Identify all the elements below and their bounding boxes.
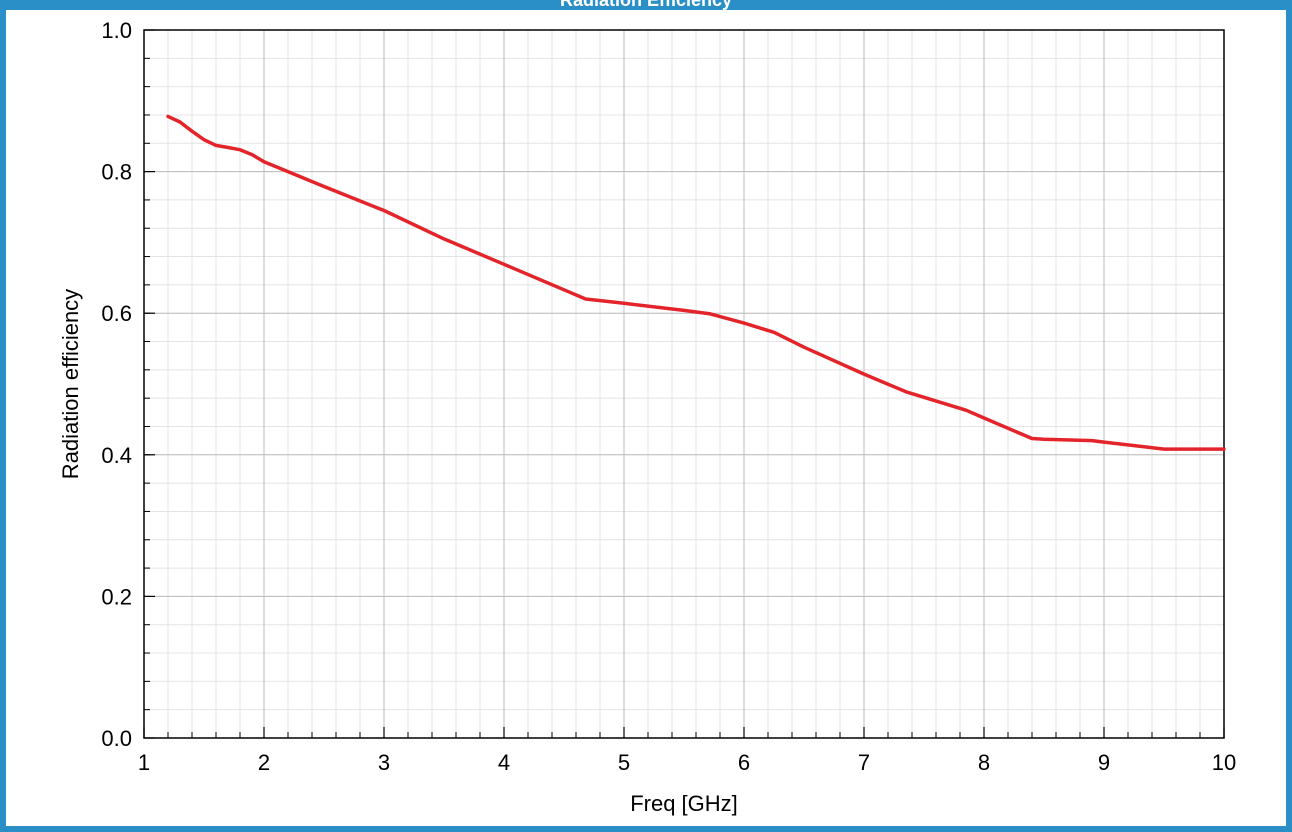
x-tick-label: 3	[378, 750, 390, 775]
x-tick-label: 5	[618, 750, 630, 775]
x-tick-label: 2	[258, 750, 270, 775]
x-tick-label: 4	[498, 750, 510, 775]
x-axis-ticks: 1 2 3 4 5 6 7 8 9 10	[138, 727, 1236, 775]
y-tick-label: 0.0	[101, 726, 132, 751]
x-tick-label: 7	[858, 750, 870, 775]
y-tick-label: 0.4	[101, 443, 132, 468]
y-tick-label: 0.2	[101, 584, 132, 609]
x-tick-label: 9	[1098, 750, 1110, 775]
x-tick-label: 6	[738, 750, 750, 775]
x-tick-label: 1	[138, 750, 150, 775]
major-grid	[143, 29, 1225, 739]
x-axis-label: Freq [GHz]	[630, 791, 738, 816]
y-tick-label: 1.0	[101, 18, 132, 43]
x-tick-label: 8	[978, 750, 990, 775]
chart-title-bar: Radiation Efficiency	[0, 0, 1292, 10]
y-tick-label: 0.6	[101, 301, 132, 326]
chart-title: Radiation Efficiency	[559, 0, 733, 10]
y-tick-label: 0.8	[101, 160, 132, 185]
y-axis-label: Radiation efficiency	[58, 289, 83, 479]
y-axis-ticks: 0.0 0.2 0.4 0.6 0.8 1.0	[101, 18, 155, 751]
x-tick-label: 10	[1212, 750, 1236, 775]
minor-grid	[143, 29, 1225, 739]
series-line	[166, 114, 1226, 451]
minor-ticks	[143, 29, 1225, 739]
plot-area-border	[143, 29, 1225, 739]
series-layer	[166, 114, 1226, 451]
